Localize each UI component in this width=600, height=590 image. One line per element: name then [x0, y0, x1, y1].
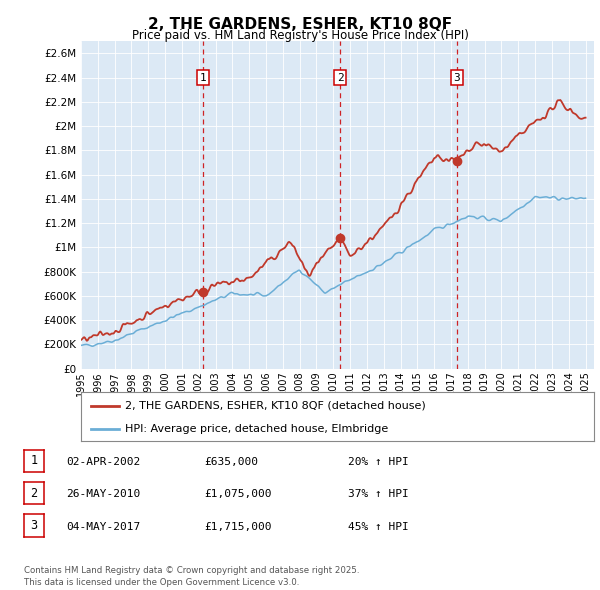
- Text: £1,075,000: £1,075,000: [204, 489, 271, 499]
- Text: 2, THE GARDENS, ESHER, KT10 8QF (detached house): 2, THE GARDENS, ESHER, KT10 8QF (detache…: [125, 401, 425, 411]
- Text: £635,000: £635,000: [204, 457, 258, 467]
- Text: 45% ↑ HPI: 45% ↑ HPI: [348, 522, 409, 532]
- Text: 20% ↑ HPI: 20% ↑ HPI: [348, 457, 409, 467]
- Text: HPI: Average price, detached house, Elmbridge: HPI: Average price, detached house, Elmb…: [125, 424, 388, 434]
- Text: 26-MAY-2010: 26-MAY-2010: [66, 489, 140, 499]
- Text: Price paid vs. HM Land Registry's House Price Index (HPI): Price paid vs. HM Land Registry's House …: [131, 29, 469, 42]
- Text: 04-MAY-2017: 04-MAY-2017: [66, 522, 140, 532]
- Text: 2, THE GARDENS, ESHER, KT10 8QF: 2, THE GARDENS, ESHER, KT10 8QF: [148, 17, 452, 31]
- Text: 2: 2: [31, 487, 37, 500]
- Text: 3: 3: [31, 519, 37, 532]
- Text: 2: 2: [337, 73, 343, 83]
- Text: 3: 3: [454, 73, 460, 83]
- Text: £1,715,000: £1,715,000: [204, 522, 271, 532]
- Text: 37% ↑ HPI: 37% ↑ HPI: [348, 489, 409, 499]
- Text: 1: 1: [200, 73, 206, 83]
- Text: 02-APR-2002: 02-APR-2002: [66, 457, 140, 467]
- Text: 1: 1: [31, 454, 37, 467]
- Text: Contains HM Land Registry data © Crown copyright and database right 2025.
This d: Contains HM Land Registry data © Crown c…: [24, 566, 359, 587]
